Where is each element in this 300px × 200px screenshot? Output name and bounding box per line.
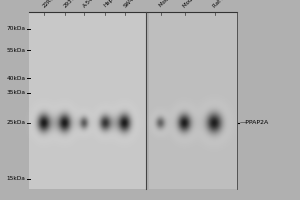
Text: 15kDa: 15kDa	[7, 176, 26, 182]
Text: Mouse lung: Mouse lung	[158, 0, 184, 8]
Text: 40kDa: 40kDa	[7, 75, 26, 80]
Text: 293T: 293T	[62, 0, 76, 8]
Text: 70kDa: 70kDa	[7, 26, 26, 31]
Text: Rat brain: Rat brain	[212, 0, 234, 8]
Text: SW480: SW480	[122, 0, 140, 8]
Bar	[28, 12, 146, 189]
Text: —PPAP2A: —PPAP2A	[240, 120, 269, 126]
Text: A-549: A-549	[82, 0, 97, 8]
Text: Mouse heart: Mouse heart	[182, 0, 210, 8]
Text: 55kDa: 55kDa	[7, 47, 26, 52]
Text: 35kDa: 35kDa	[7, 90, 26, 96]
Bar	[148, 12, 237, 189]
Text: HepG2: HepG2	[103, 0, 120, 8]
Text: 25kDa: 25kDa	[7, 120, 26, 126]
Text: 22Rv1: 22Rv1	[41, 0, 57, 8]
